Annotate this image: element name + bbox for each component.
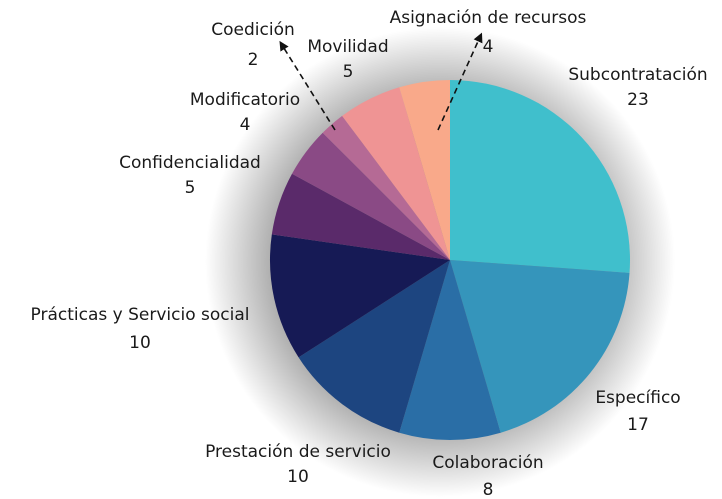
pie-slice [399,80,450,260]
leader-arrow [437,32,483,131]
slice-value: 5 [185,178,196,198]
slice-value: 23 [627,90,649,110]
slice-label: Movilidad [307,37,388,57]
slice-value: 10 [129,333,151,353]
labels: Subcontratación 23 Específico 17 Colaboració… [31,8,708,499]
pie-slice [292,132,450,260]
pie-slice [399,260,501,441]
slice-label: Confidencialidad [119,153,261,173]
pie-slice [271,173,450,260]
slice-label: Prestación de servicio [205,442,391,462]
pie-slice [450,80,630,273]
leader-arrow [279,40,336,131]
slice-value: 5 [343,62,354,82]
slice-value: 10 [287,467,309,487]
slices [270,80,630,441]
pie-slice [298,260,450,433]
slice-value: 4 [240,115,251,135]
pie-slice [270,234,450,358]
pie-slice [450,260,630,433]
slice-label: Modificatorio [190,90,300,110]
slice-label: Prácticas y Servicio social [31,305,250,325]
slice-value: 4 [483,37,494,57]
slice-value: 8 [483,480,494,499]
pie-slice [322,115,450,260]
slice-label: Subcontratación [568,65,707,85]
slice-label: Colaboración [432,453,543,473]
slice-label: Asignación de recursos [390,8,587,28]
pie-slice [342,87,450,261]
slice-label: Específico [595,388,680,408]
slice-value: 17 [627,415,649,435]
slice-label: Coedición [211,20,295,40]
slice-value: 2 [248,50,259,70]
